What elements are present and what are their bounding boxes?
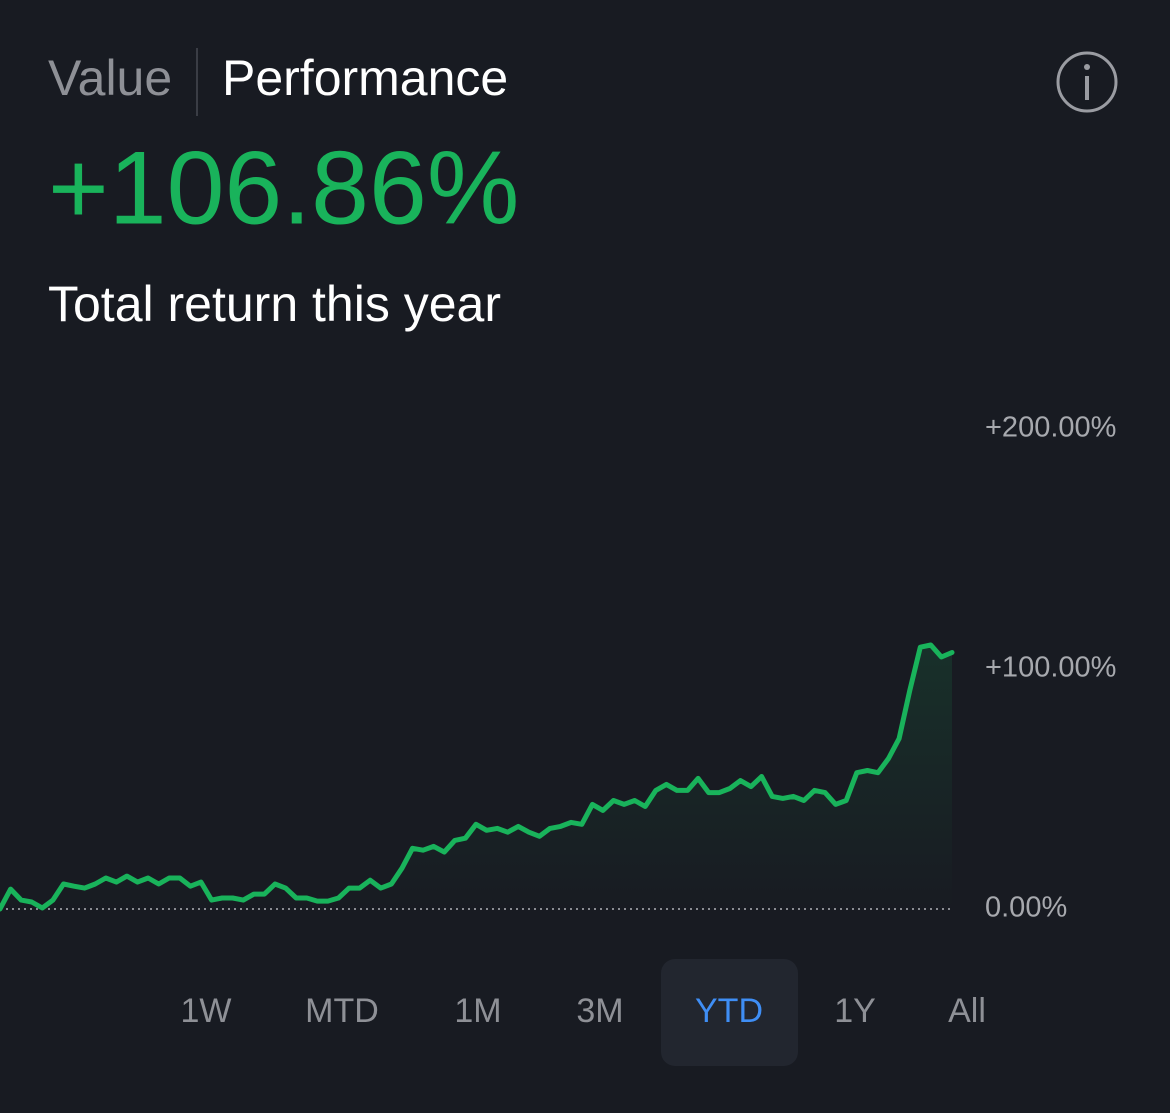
range-button[interactable]: 1M (454, 992, 501, 1030)
info-button[interactable] (1056, 51, 1118, 113)
range-button[interactable]: YTD (695, 992, 763, 1030)
return-value: +106.86% (48, 130, 519, 246)
range-button[interactable]: 1Y (834, 992, 876, 1030)
area (0, 645, 952, 909)
tab[interactable]: Performance (222, 50, 508, 106)
return-caption: Total return this year (48, 276, 501, 332)
range-button[interactable]: MTD (305, 992, 379, 1030)
y-tick-label: 0.00% (985, 892, 1067, 924)
range-button[interactable]: 1W (181, 992, 232, 1030)
range-highlight (661, 959, 798, 1066)
info-dot (1084, 64, 1090, 70)
info-stem (1085, 76, 1089, 100)
range-button[interactable]: 3M (576, 992, 623, 1030)
line (0, 642, 955, 912)
y-tick-label: +200.00% (985, 412, 1116, 444)
tab[interactable]: Value (48, 50, 172, 106)
range-button[interactable]: All (948, 992, 986, 1030)
y-tick-label: +100.00% (985, 652, 1116, 684)
info-icon (1056, 51, 1118, 113)
